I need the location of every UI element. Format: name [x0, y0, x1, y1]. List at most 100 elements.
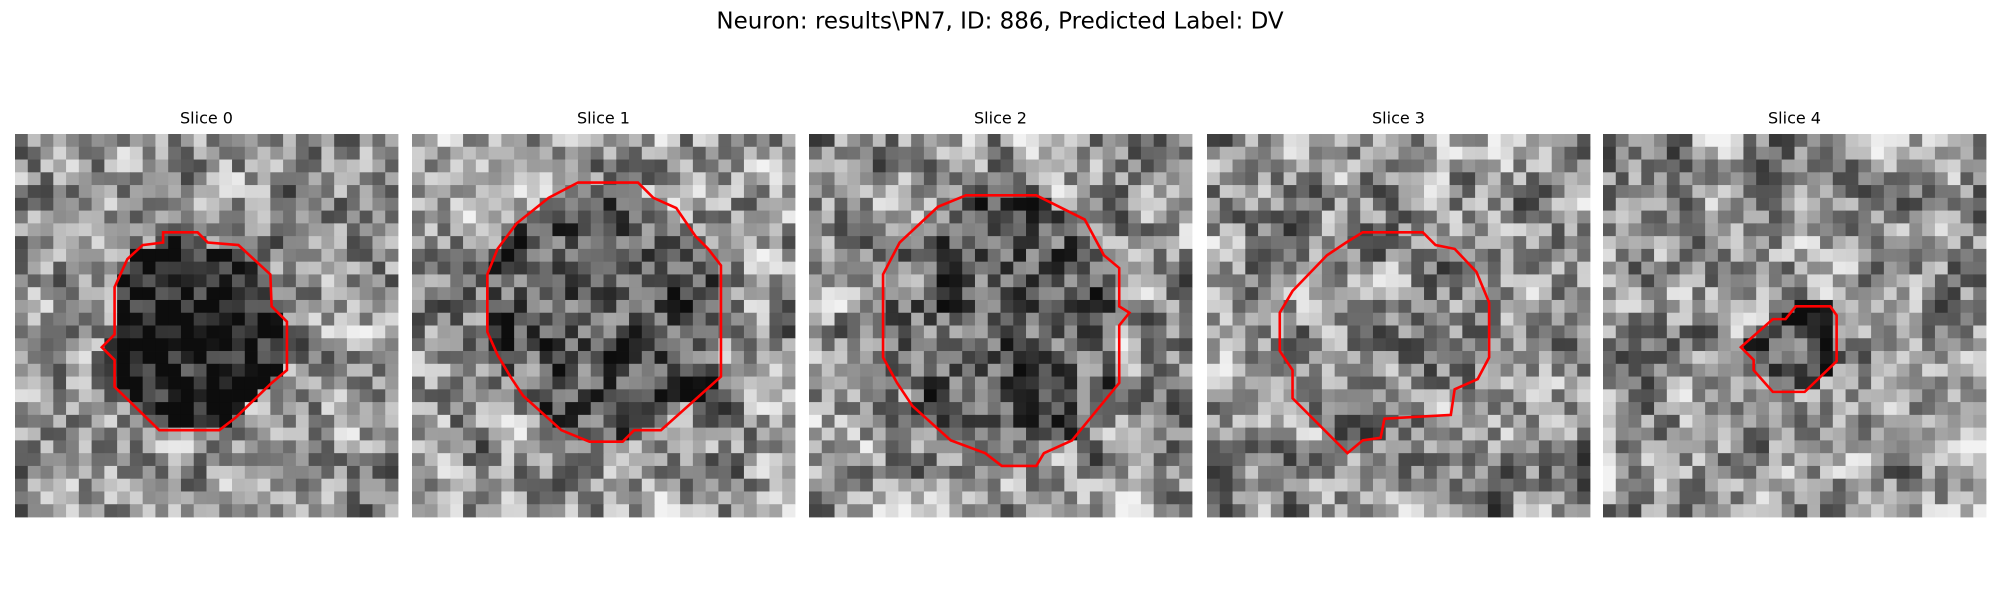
pixel	[1538, 325, 1553, 339]
pixel	[155, 159, 169, 173]
pixel	[346, 197, 361, 211]
pixel	[359, 197, 373, 211]
pixel	[1398, 146, 1412, 160]
pixel	[1934, 478, 1949, 492]
pixel	[1934, 287, 1949, 301]
pixel	[1270, 287, 1284, 301]
pixel	[1166, 402, 1180, 416]
pixel	[1179, 389, 1193, 403]
pixel	[1934, 491, 1949, 505]
pixel	[936, 248, 950, 263]
pixel	[1922, 223, 1936, 237]
pixel	[834, 465, 848, 480]
pixel	[129, 312, 144, 326]
pixel	[412, 504, 426, 518]
pixel	[718, 427, 732, 441]
pixel	[1947, 325, 1961, 339]
pixel	[565, 338, 579, 352]
pixel	[1743, 402, 1757, 416]
pixel	[1334, 351, 1348, 365]
pixel	[1781, 146, 1795, 160]
pixel	[1717, 504, 1732, 518]
pixel	[1153, 312, 1167, 326]
pixel	[1960, 440, 1974, 454]
pixel	[667, 351, 681, 365]
pixel	[53, 478, 67, 492]
pixel	[1411, 134, 1425, 148]
pixel	[1296, 172, 1310, 186]
pixel	[1424, 414, 1438, 429]
pixel	[821, 338, 835, 352]
pixel	[616, 440, 630, 454]
pixel	[1232, 491, 1246, 505]
pixel	[641, 236, 655, 250]
pixel	[66, 159, 80, 173]
pixel	[616, 414, 630, 429]
pixel	[437, 389, 451, 403]
pixel	[1245, 134, 1259, 148]
pixel	[514, 453, 528, 467]
pixel	[1654, 287, 1668, 301]
pixel	[514, 146, 528, 160]
pixel	[257, 312, 271, 326]
pixel	[705, 402, 719, 416]
pixel	[1666, 351, 1680, 365]
pixel	[1219, 312, 1233, 326]
pixel	[718, 185, 732, 199]
pixel	[1321, 172, 1336, 186]
pixel	[743, 261, 758, 275]
pixel	[974, 325, 989, 339]
pixel	[987, 248, 1001, 263]
pixel	[1564, 299, 1578, 314]
pixel	[911, 312, 925, 326]
pixel	[1000, 287, 1014, 301]
pixel	[1577, 414, 1591, 429]
pixel	[1551, 236, 1565, 250]
pixel	[206, 210, 220, 224]
pixel	[1219, 210, 1233, 224]
pixel	[1166, 146, 1180, 160]
pixel	[769, 389, 783, 403]
pixel	[53, 223, 67, 237]
pixel	[743, 363, 758, 377]
pixel	[1128, 389, 1142, 403]
pixel	[1526, 299, 1540, 314]
pixel	[1628, 299, 1642, 314]
pixel	[244, 185, 258, 199]
pixel	[244, 414, 258, 429]
pixel	[949, 236, 963, 250]
pixel	[501, 389, 515, 403]
pixel	[1102, 504, 1116, 518]
pixel	[1551, 299, 1565, 314]
pixel	[1615, 172, 1629, 186]
pixel	[501, 299, 515, 314]
pixel	[1705, 197, 1719, 211]
pixel	[193, 146, 207, 160]
pixel	[860, 261, 874, 275]
pixel	[1500, 363, 1514, 377]
pixel	[565, 465, 579, 480]
pixel	[603, 210, 617, 224]
pixel	[616, 248, 630, 263]
pixel	[463, 414, 477, 429]
pixel	[1026, 210, 1040, 224]
pixel	[756, 223, 770, 237]
pixel	[219, 146, 233, 160]
pixel	[1128, 185, 1142, 199]
pixel	[283, 376, 297, 390]
pixel	[308, 287, 322, 301]
pixel	[232, 172, 246, 186]
pixel	[1179, 134, 1193, 148]
pixel	[949, 159, 963, 173]
pixel	[577, 338, 592, 352]
pixel	[1832, 159, 1846, 173]
pixel	[809, 312, 823, 326]
pixel	[1179, 185, 1193, 199]
pixel	[168, 197, 182, 211]
pixel	[1026, 287, 1040, 301]
pixel	[1436, 363, 1450, 377]
pixel	[1026, 491, 1040, 505]
pixel	[475, 440, 489, 454]
pixel	[206, 274, 220, 288]
pixel	[692, 248, 707, 263]
